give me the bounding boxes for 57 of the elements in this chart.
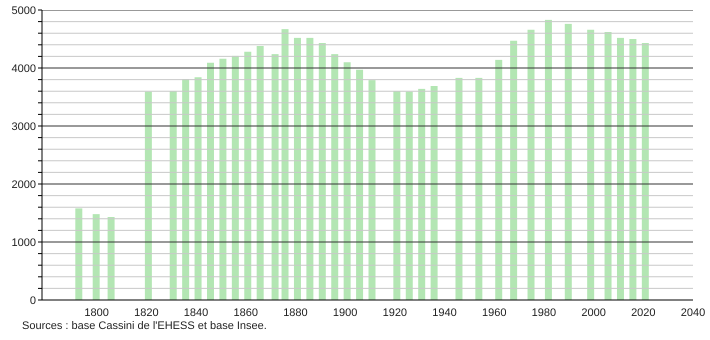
bar <box>356 70 364 300</box>
bar <box>318 43 326 300</box>
bar <box>528 30 535 300</box>
source-note: Sources : base Cassini de l'EHESS et base Insee. <box>22 320 267 332</box>
bar <box>306 38 314 300</box>
bar <box>344 62 351 300</box>
bar <box>629 39 636 300</box>
x-tick-label: 1960 <box>482 306 506 319</box>
x-tick-label: 1840 <box>184 306 208 319</box>
bar <box>219 58 226 300</box>
bar <box>244 52 252 300</box>
bar <box>92 214 100 300</box>
bar <box>406 92 413 300</box>
x-tick-label: 1980 <box>532 306 556 319</box>
bar <box>75 208 82 300</box>
bar <box>604 32 612 300</box>
bar <box>393 91 400 300</box>
bar <box>256 46 264 300</box>
bar <box>282 29 289 300</box>
bar <box>144 92 152 300</box>
y-tick-label: 1000 <box>12 236 36 249</box>
bar <box>495 60 502 300</box>
y-tick-label: 3000 <box>12 120 36 133</box>
bar <box>510 40 518 300</box>
x-tick-label: 1860 <box>234 306 258 319</box>
y-tick-label: 2000 <box>12 178 36 191</box>
bar <box>182 79 190 300</box>
x-tick-label: 1900 <box>332 306 358 319</box>
bar <box>108 217 115 300</box>
bar <box>642 43 649 300</box>
x-tick-label: 1940 <box>432 306 457 319</box>
bar <box>587 30 594 300</box>
bar <box>194 77 202 300</box>
x-tick-label: 1800 <box>84 306 109 319</box>
bar <box>206 62 214 300</box>
bar <box>232 56 239 300</box>
bar <box>294 38 301 300</box>
y-tick-label: 5000 <box>12 4 36 17</box>
bar <box>272 54 279 300</box>
bar <box>616 38 624 300</box>
bar <box>368 80 376 300</box>
bar <box>564 24 572 300</box>
y-tick-label: 4000 <box>12 62 36 75</box>
x-tick-label: 2000 <box>581 306 606 319</box>
bar <box>430 86 438 300</box>
x-tick-label: 1920 <box>382 306 408 319</box>
x-tick-label: 1820 <box>134 306 159 319</box>
x-tick-label: 1880 <box>283 306 308 319</box>
x-tick-label: 2040 <box>680 306 706 319</box>
x-tick-label: 2020 <box>631 306 656 319</box>
bar <box>170 91 177 300</box>
bar <box>544 20 552 300</box>
bar <box>475 78 482 300</box>
bar <box>455 78 462 300</box>
bar <box>418 88 426 300</box>
bar <box>331 54 338 300</box>
y-tick-label: 0 <box>30 294 36 307</box>
